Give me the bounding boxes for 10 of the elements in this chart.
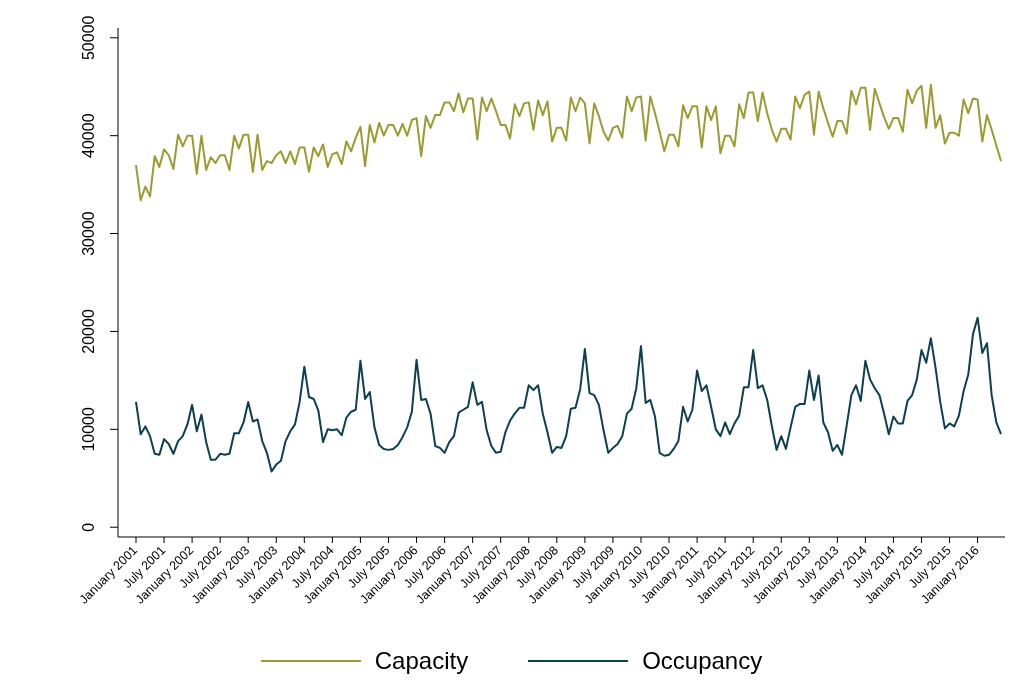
legend-label: Capacity — [374, 647, 469, 675]
y-tick-label: 10000 — [80, 406, 97, 452]
y-tick-label: 30000 — [80, 211, 97, 256]
line-series — [135, 316, 1002, 473]
legend-label: Occupancy — [642, 647, 763, 675]
y-tick-label: 40000 — [80, 113, 97, 158]
y-tick-label: 20000 — [80, 309, 97, 354]
y-tick-label: 50000 — [80, 15, 97, 61]
line-series — [135, 83, 1002, 202]
y-tick-label: 0 — [80, 522, 97, 532]
